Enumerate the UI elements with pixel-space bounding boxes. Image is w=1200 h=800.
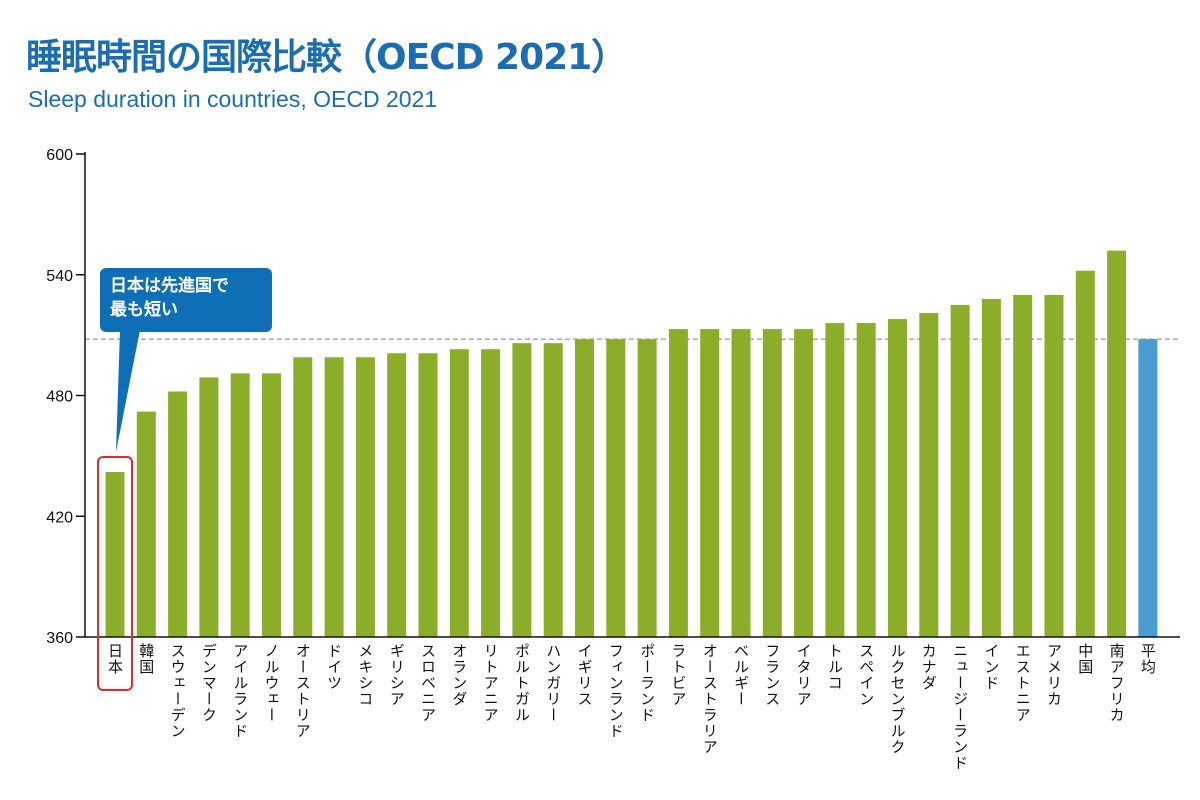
bar-ポルトガル	[512, 343, 532, 637]
x-tick-label: 平均	[1138, 643, 1157, 675]
x-tick-label: オーストリア	[293, 643, 312, 739]
bar-スペイン	[856, 323, 876, 637]
bar-オーストリア	[293, 357, 313, 637]
x-tick-label: フランス	[763, 643, 782, 707]
x-tick-label: ノルウェー	[262, 643, 281, 723]
x-tick-label: オランダ	[450, 643, 469, 707]
bar-エストニア	[1013, 294, 1033, 637]
bar-ラトビア	[668, 329, 688, 637]
bar-オーストラリア	[700, 329, 720, 637]
bar-中国	[1075, 270, 1095, 637]
x-tick-label: フィンランド	[606, 643, 625, 739]
bar-ノルウェー	[262, 373, 281, 637]
callout-line2: 最も短い	[110, 300, 178, 320]
x-tick-label: ニュージーランド	[951, 643, 970, 771]
callout-annotation: 日本は先進国で 最も短い	[100, 268, 272, 332]
callout-line1: 日本は先進国で	[110, 276, 229, 296]
x-tick-label: リトアニア	[481, 643, 500, 723]
x-tick-label: ラトビア	[669, 643, 688, 707]
x-tick-label: ギリシア	[387, 643, 406, 707]
bar-ギリシア	[387, 353, 407, 637]
x-tick-label: イタリア	[794, 643, 813, 707]
x-tick-label: ポルトガル	[512, 643, 531, 723]
bar-ベルギー	[731, 329, 751, 637]
x-tick-label: 南アフリカ	[1107, 643, 1126, 723]
bar-日本	[105, 471, 125, 637]
y-tick-label: 360	[46, 630, 73, 647]
x-tick-label: イギリス	[575, 643, 594, 707]
bar-メキシコ	[355, 357, 375, 637]
x-tick-label: トルコ	[825, 643, 844, 691]
y-tick-label: 420	[46, 509, 73, 526]
chart-subtitle: Sleep duration in countries, OECD 2021	[28, 86, 438, 112]
bar-ドイツ	[324, 357, 344, 637]
y-tick-label: 480	[46, 389, 73, 406]
x-tick-label: 日本	[106, 643, 124, 675]
bar-韓国	[136, 411, 156, 637]
x-tick-label: カナダ	[919, 643, 938, 691]
x-tick-label: アメリカ	[1045, 643, 1063, 707]
x-tick-label: アイルランド	[231, 643, 250, 739]
x-tick-label: スペイン	[857, 643, 876, 707]
bar-アメリカ	[1044, 294, 1064, 637]
bar-平均	[1138, 339, 1158, 637]
bar-カナダ	[919, 312, 939, 637]
bar-アイルランド	[230, 373, 250, 637]
x-tick-label: 韓国	[137, 643, 156, 675]
bar-ルクセンブルク	[888, 319, 907, 637]
bar-ニュージーランド	[950, 304, 970, 637]
bar-デンマーク	[199, 377, 219, 637]
japan-highlight-box	[97, 456, 133, 691]
x-tick-label: インド	[982, 643, 1001, 691]
bar-フランス	[762, 329, 782, 637]
x-tick-label: スウェーデン	[168, 643, 187, 739]
x-tick-label: ベルギー	[732, 643, 750, 707]
bar-リトアニア	[481, 349, 501, 637]
x-tick-label: ハンガリー	[544, 643, 563, 723]
y-tick-label: 540	[46, 268, 73, 285]
x-tick-label: メキシコ	[356, 643, 375, 707]
x-tick-label: スロベニア	[419, 643, 437, 723]
bar-スウェーデン	[168, 391, 188, 637]
bar-ポーランド	[637, 339, 657, 637]
x-tick-label: ポーランド	[638, 643, 657, 723]
chart-title: 睡眠時間の国際比較（OECD 2021）	[26, 37, 627, 78]
bar-フィンランド	[606, 339, 626, 637]
x-tick-label: ドイツ	[325, 643, 344, 691]
x-tick-label: 中国	[1076, 643, 1095, 675]
x-tick-label: エストニア	[1013, 643, 1032, 723]
bar-トルコ	[825, 323, 845, 637]
x-tick-label: ルクセンブルク	[888, 643, 907, 755]
bar-スロベニア	[418, 353, 438, 637]
bar-南アフリカ	[1107, 250, 1127, 637]
bar-イギリス	[575, 339, 594, 637]
bar-インド	[981, 298, 1001, 637]
bar-イタリア	[794, 329, 814, 637]
bar-オランダ	[449, 349, 469, 637]
x-tick-label: オーストラリア	[700, 643, 719, 755]
x-tick-label: デンマーク	[199, 643, 218, 723]
bar-ハンガリー	[543, 343, 563, 637]
y-tick-label: 600	[46, 147, 73, 164]
